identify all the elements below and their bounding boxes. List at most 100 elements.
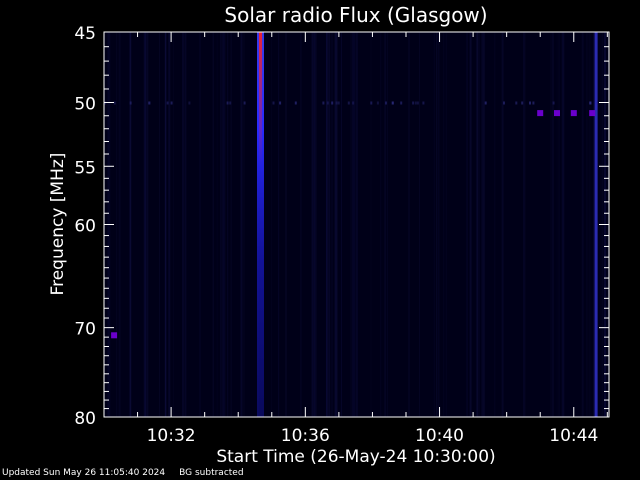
noise-streak [562, 32, 565, 417]
x-tick-label: 10:40 [415, 426, 464, 446]
noise-streak [326, 32, 328, 417]
noise-streak [227, 32, 229, 417]
noise-streak [384, 32, 387, 417]
y-tick-label: 70 [74, 320, 96, 340]
signal-spot [111, 332, 118, 339]
noise-streak [222, 32, 225, 417]
noise-streak [478, 32, 480, 417]
noise-dot [326, 101, 329, 105]
noise-dot [148, 101, 151, 105]
noise-streak [221, 32, 224, 417]
noise-dot [113, 101, 116, 105]
chart-title: Solar radio Flux (Glasgow) [224, 3, 487, 27]
noise-dot [322, 101, 325, 105]
noise-dot [243, 101, 246, 105]
noise-streak [146, 32, 148, 417]
noise-streak [129, 32, 132, 417]
noise-streak [561, 32, 564, 417]
noise-dot [552, 101, 555, 105]
noise-dot [589, 101, 592, 105]
noise-dot [422, 101, 425, 105]
noise-dot [412, 101, 415, 105]
noise-dot [347, 101, 350, 105]
noise-streak [523, 32, 525, 417]
noise-streak [145, 32, 147, 417]
y-tick-label: 45 [74, 24, 96, 44]
noise-streak [182, 32, 184, 417]
noise-dot [279, 101, 282, 105]
noise-streak [437, 32, 440, 417]
noise-streak [335, 32, 338, 417]
noise-streak [212, 32, 214, 417]
noise-streak [387, 32, 388, 417]
noise-streak [466, 32, 469, 417]
signal-spot [537, 110, 544, 117]
noise-streak [326, 32, 328, 417]
noise-dot [385, 101, 387, 105]
noise-streak [118, 32, 121, 417]
signal-spot [554, 110, 560, 117]
noise-streak [551, 32, 554, 417]
noise-streak [331, 32, 333, 417]
noise-dot [148, 101, 150, 105]
noise-dot [335, 101, 338, 105]
noise-streak [476, 32, 478, 417]
noise-streak [556, 32, 558, 417]
noise-streak [220, 32, 222, 417]
noise-streak [334, 32, 337, 417]
bg-subtracted-note: BG subtracted [179, 468, 244, 478]
noise-dot [529, 101, 531, 105]
noise-streak [443, 32, 445, 417]
noise-dot [294, 101, 297, 105]
noise-dot [532, 101, 535, 105]
x-tick-label: 10:36 [281, 426, 330, 446]
noise-streak [313, 32, 315, 417]
noise-streak [278, 32, 280, 417]
noise-streak [311, 32, 313, 417]
noise-dot [337, 101, 340, 105]
noise-dot [170, 101, 173, 105]
noise-streak [588, 32, 591, 417]
x-axis-label: Start Time (26-May-24 10:30:00) [216, 447, 495, 467]
noise-streak [352, 32, 354, 417]
noise-streak [216, 32, 218, 417]
noise-dot [400, 101, 403, 105]
noise-streak [550, 32, 552, 417]
noise-dot [331, 101, 334, 105]
x-tick-label: 10:32 [147, 426, 196, 446]
noise-streak [223, 32, 226, 417]
noise-streak [477, 32, 479, 417]
noise-streak [483, 32, 486, 417]
noise-dot [166, 101, 169, 105]
noise-streak [340, 32, 342, 417]
noise-streak [380, 32, 382, 417]
noise-streak [130, 32, 132, 417]
noise-dot [391, 101, 394, 105]
y-axis-label: Frequency [MHz] [48, 153, 68, 296]
noise-streak [523, 32, 525, 417]
noise-dot [515, 101, 518, 105]
noise-dot [188, 101, 191, 105]
noise-streak [145, 32, 147, 417]
noise-streak [230, 32, 232, 417]
noise-streak [165, 32, 166, 417]
noise-dot [376, 101, 379, 105]
noise-dot [226, 101, 229, 105]
noise-streak [350, 32, 352, 417]
noise-streak [159, 32, 161, 417]
noise-dot [414, 101, 417, 105]
noise-streak [164, 32, 167, 417]
noise-streak [501, 32, 504, 417]
noise-streak [353, 32, 355, 417]
noise-streak [408, 32, 410, 417]
noise-streak [243, 32, 245, 417]
noise-streak [445, 32, 447, 417]
noise-streak [144, 32, 147, 417]
x-tick-label: 10:44 [549, 426, 598, 446]
noise-streak [351, 32, 354, 417]
noise-streak [433, 32, 435, 417]
noise-dot [272, 101, 275, 105]
noise-streak [586, 32, 588, 417]
noise-streak [419, 32, 421, 417]
noise-streak [436, 32, 437, 417]
